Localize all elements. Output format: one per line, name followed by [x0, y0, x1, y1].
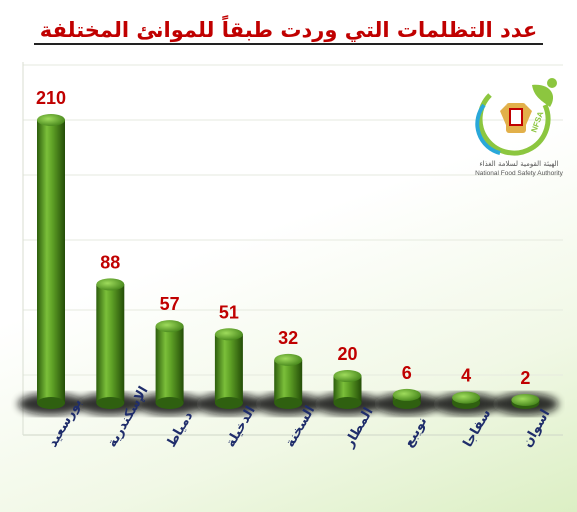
bar-base — [333, 397, 362, 409]
bar — [37, 114, 65, 409]
category-label: نويبع — [401, 415, 430, 450]
bar-cap — [155, 320, 184, 333]
bar — [452, 391, 481, 409]
bar-body — [96, 284, 125, 403]
value-label: 20 — [337, 344, 357, 364]
logo-caption-english: National Food Safety Authority — [475, 170, 563, 177]
bar-cap — [96, 278, 125, 291]
bar-cap — [511, 394, 540, 406]
value-label: 88 — [100, 252, 120, 272]
svg-text:NFSA: NFSA — [529, 110, 545, 134]
bar-base — [96, 397, 125, 409]
bar-cap — [452, 391, 481, 404]
value-label: 6 — [402, 363, 412, 383]
bar-base — [155, 397, 184, 409]
value-label: 4 — [461, 366, 471, 386]
bar — [214, 328, 243, 409]
value-labels: 210 88 57 51 32 20 6 4 2 — [36, 88, 530, 388]
bar-body — [37, 120, 65, 403]
value-label: 210 — [36, 88, 66, 108]
nfsa-logo: NFSA — [475, 78, 557, 156]
bar-cap — [392, 388, 421, 401]
value-label: 32 — [278, 328, 298, 348]
value-label: 57 — [160, 294, 180, 314]
chart-title-text: عدد التظلمات التي وردت طبقاً للموانئ الم… — [33, 18, 544, 45]
bar-cap — [214, 328, 243, 341]
chart-title: عدد التظلمات التي وردت طبقاً للموانئ الم… — [0, 18, 577, 45]
bar — [96, 278, 125, 409]
bar — [274, 353, 303, 409]
category-label: دمياط — [164, 409, 196, 450]
bar-body — [274, 359, 303, 403]
bar-body — [214, 334, 243, 403]
bar-base — [274, 397, 303, 409]
bars — [37, 114, 540, 409]
bar — [333, 370, 362, 409]
bar-body — [155, 326, 184, 403]
logo-caption-arabic: الهيئة القومية لسلامة الغذاء — [479, 160, 559, 168]
bar-base — [214, 397, 243, 409]
bar-cap — [333, 370, 362, 383]
bar — [392, 388, 421, 409]
value-label: 51 — [219, 302, 239, 322]
bar — [155, 320, 184, 409]
bar — [511, 394, 540, 409]
bar-cap — [37, 114, 65, 126]
bar-cap — [274, 353, 303, 366]
value-label: 2 — [520, 368, 530, 388]
bar-base — [37, 397, 65, 409]
